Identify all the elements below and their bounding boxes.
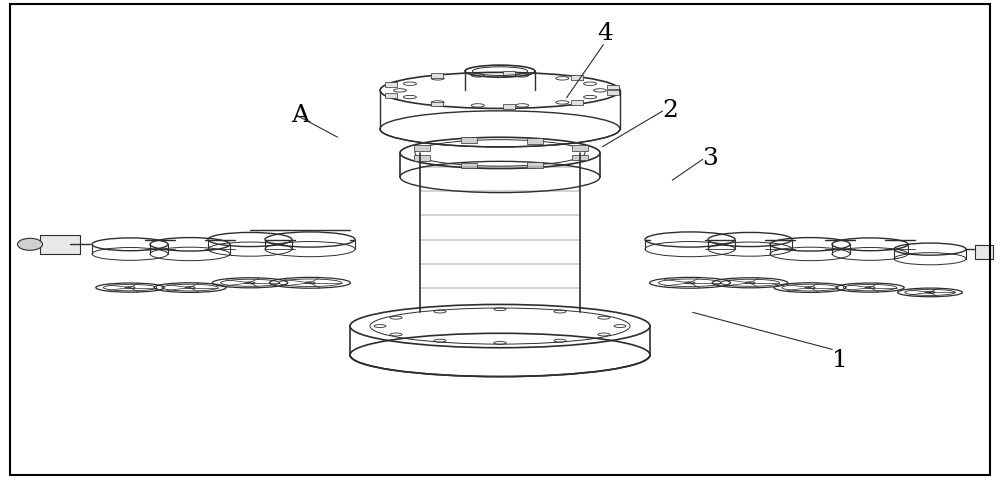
Bar <box>385 94 397 98</box>
Ellipse shape <box>18 239 42 251</box>
Bar <box>571 101 583 106</box>
Bar <box>503 72 515 76</box>
Bar <box>571 76 583 81</box>
Bar <box>975 246 993 259</box>
Bar <box>461 163 477 169</box>
Bar <box>572 146 588 152</box>
Bar <box>527 163 543 169</box>
Bar <box>385 83 397 88</box>
Bar <box>607 85 619 90</box>
Bar <box>431 102 443 107</box>
Bar <box>461 138 477 144</box>
Bar <box>40 235 80 254</box>
Bar <box>431 74 443 79</box>
Text: 4: 4 <box>597 22 613 45</box>
Bar <box>572 156 588 161</box>
Text: 1: 1 <box>832 348 848 372</box>
Text: A: A <box>291 104 309 127</box>
Text: 2: 2 <box>662 99 678 122</box>
Bar <box>503 105 515 110</box>
Bar <box>414 145 430 151</box>
Bar <box>414 156 430 162</box>
Bar <box>527 138 543 144</box>
Text: 3: 3 <box>702 147 718 170</box>
Bar <box>607 91 619 96</box>
